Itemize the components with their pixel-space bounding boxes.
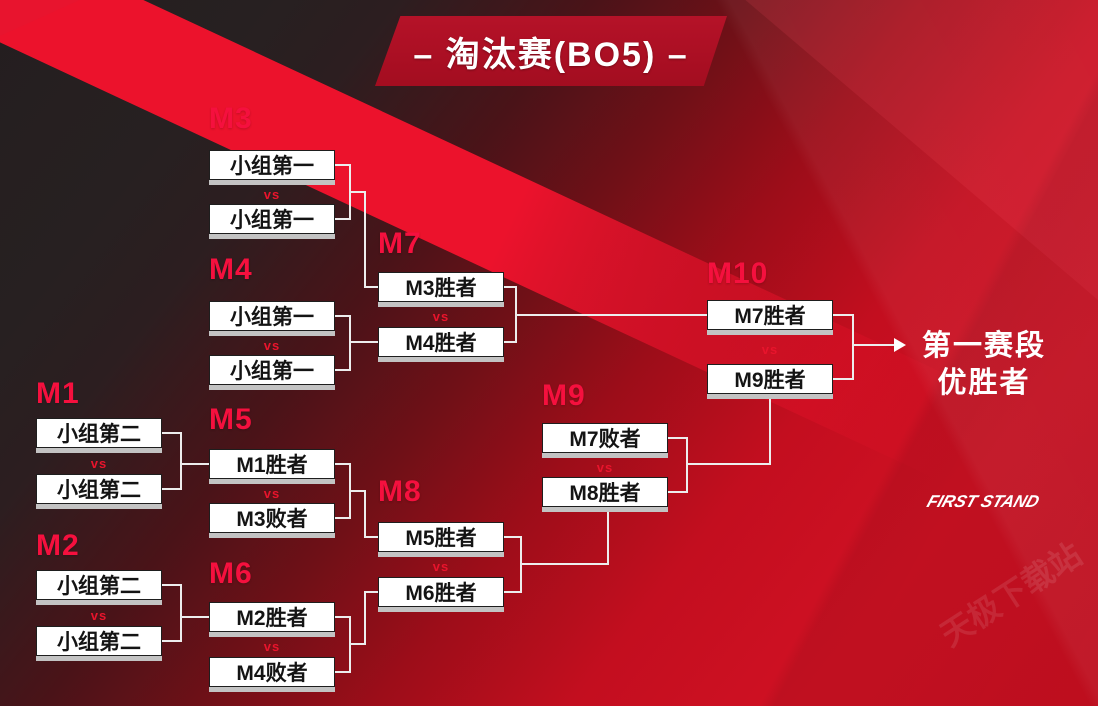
bracket-connector bbox=[504, 341, 517, 343]
match-m3-slot-1: 小组第一 bbox=[209, 150, 335, 180]
bracket-connector bbox=[504, 536, 522, 538]
match-m2-slot-1: 小组第二 bbox=[36, 570, 162, 600]
bracket-connector bbox=[668, 437, 686, 439]
bracket-connector bbox=[364, 191, 366, 288]
bracket-connector bbox=[607, 512, 609, 565]
corner-red-triangle bbox=[0, 0, 80, 36]
match-m9-slot-1: M7败者 bbox=[542, 423, 668, 453]
match-m4-vs-label: vs bbox=[263, 337, 281, 353]
match-m4-label: M4 bbox=[209, 253, 253, 286]
match-m2-label: M2 bbox=[36, 529, 80, 562]
match-m10-slot-1: M7胜者 bbox=[707, 300, 833, 330]
match-m5-slot-2: M3败者 bbox=[209, 503, 335, 533]
match-m7-vs-label: vs bbox=[432, 309, 450, 324]
bracket-connector bbox=[335, 517, 351, 519]
bracket-connector bbox=[833, 378, 852, 380]
bracket-connector bbox=[364, 591, 378, 593]
match-m3-slot-2: 小组第一 bbox=[209, 204, 335, 234]
bracket-connector bbox=[852, 314, 854, 380]
match-m10-slot-2: M9胜者 bbox=[707, 364, 833, 394]
first-stand-logo: FIRST STAND bbox=[924, 492, 1042, 511]
match-m7-slot-1: M3胜者 bbox=[378, 272, 504, 302]
match-m4-slot-1: 小组第一 bbox=[209, 301, 335, 331]
bracket-connector bbox=[335, 315, 351, 317]
bracket-connector bbox=[852, 344, 894, 346]
bracket-connector bbox=[180, 584, 182, 642]
bracket-connector bbox=[349, 341, 378, 343]
bracket-connector bbox=[335, 671, 351, 673]
match-m2-vs-label: vs bbox=[90, 607, 108, 623]
bracket-connector bbox=[364, 591, 366, 645]
match-m1-slot-1: 小组第二 bbox=[36, 418, 162, 448]
bracket-connector bbox=[180, 463, 209, 465]
match-m7-slot-2: M4胜者 bbox=[378, 327, 504, 357]
match-m9-label: M9 bbox=[542, 379, 586, 412]
champion-callout: 第一赛段 优胜者 bbox=[898, 328, 1070, 402]
stage-title: – 淘汰赛(BO5) – bbox=[413, 35, 689, 74]
match-m5-vs-label: vs bbox=[263, 485, 281, 501]
bracket-connector bbox=[335, 369, 351, 371]
match-m8-vs-label: vs bbox=[432, 559, 450, 574]
match-m1-slot-2: 小组第二 bbox=[36, 474, 162, 504]
bracket-connector bbox=[520, 563, 607, 565]
match-m3-label: M3 bbox=[209, 102, 253, 135]
bracket-connector bbox=[686, 463, 769, 465]
bracket-connector bbox=[335, 616, 351, 618]
match-m5-label: M5 bbox=[209, 403, 253, 436]
bracket-connector bbox=[349, 643, 365, 645]
site-watermark: 天极下载站 bbox=[934, 536, 1088, 654]
match-m9-slot-2: M8胜者 bbox=[542, 477, 668, 507]
match-m7-label: M7 bbox=[378, 227, 422, 260]
advance-arrow bbox=[894, 338, 906, 352]
bracket-connector bbox=[504, 591, 522, 593]
match-m4-slot-2: 小组第一 bbox=[209, 355, 335, 385]
match-m6-slot-2: M4败者 bbox=[209, 657, 335, 687]
bracket-connector bbox=[769, 399, 771, 465]
bracket-connector bbox=[364, 536, 378, 538]
bracket-connector bbox=[162, 432, 180, 434]
match-m1-vs-label: vs bbox=[90, 455, 108, 471]
match-m1-label: M1 bbox=[36, 377, 80, 410]
bracket-connector bbox=[504, 286, 517, 288]
match-m3-vs-label: vs bbox=[263, 186, 281, 202]
match-m8-label: M8 bbox=[378, 475, 422, 508]
match-m10-label: M10 bbox=[707, 257, 769, 290]
bracket-connector bbox=[335, 218, 351, 220]
match-m2-slot-2: 小组第二 bbox=[36, 626, 162, 656]
stage-title-banner: – 淘汰赛(BO5) – bbox=[375, 16, 727, 86]
match-m6-slot-1: M2胜者 bbox=[209, 602, 335, 632]
bracket-connector bbox=[349, 191, 366, 193]
match-m5-slot-1: M1胜者 bbox=[209, 449, 335, 479]
champion-line2: 优胜者 bbox=[937, 367, 1031, 399]
bracket-connector bbox=[515, 314, 707, 316]
bracket-connector bbox=[833, 314, 852, 316]
bracket-connector bbox=[162, 584, 180, 586]
match-m8-slot-1: M5胜者 bbox=[378, 522, 504, 552]
bracket-connector bbox=[668, 491, 686, 493]
champion-line1: 第一赛段 bbox=[921, 330, 1046, 362]
bracket-connector bbox=[180, 616, 209, 618]
bracket-connector bbox=[162, 488, 180, 490]
bracket-connector bbox=[162, 640, 180, 642]
match-m9-vs-label: vs bbox=[596, 459, 614, 475]
match-m6-vs-label: vs bbox=[263, 639, 281, 654]
top-right-light-wedge bbox=[745, 0, 1098, 300]
bracket-connector bbox=[686, 437, 688, 493]
bracket-connector bbox=[335, 164, 351, 166]
bracket-connector bbox=[335, 463, 351, 465]
match-m6-label: M6 bbox=[209, 557, 253, 590]
bracket-connector bbox=[349, 315, 351, 371]
bracket-connector bbox=[349, 490, 365, 492]
bracket-connector bbox=[180, 432, 182, 490]
match-m10-vs-label: vs bbox=[761, 341, 779, 357]
bracket-connector bbox=[364, 490, 366, 537]
match-m8-slot-2: M6胜者 bbox=[378, 577, 504, 607]
bracket-connector bbox=[364, 286, 378, 288]
